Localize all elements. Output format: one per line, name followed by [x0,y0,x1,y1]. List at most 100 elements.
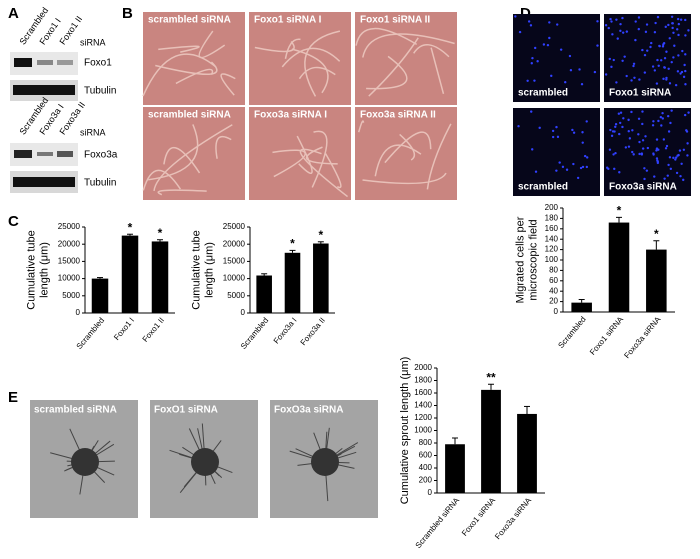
cell-dot [622,117,625,120]
y-tick-label: 0 [76,308,81,317]
cell-dot [548,21,551,24]
cell-dot [614,151,617,155]
cell-dot [654,21,657,25]
cell-dot [671,22,674,25]
cell-dot [675,171,679,175]
cell-dot [533,79,536,82]
cell-dot [641,147,645,150]
cell-dot [641,110,644,113]
cell-dot [665,50,668,53]
bar [517,413,537,493]
cell-dot [619,29,622,33]
cell-dot [581,141,584,144]
image-label: Foxo1 siRNA [609,88,671,99]
blot-row-label: Tubulin [84,178,116,189]
cell-dot [660,59,663,62]
cell-dot [646,146,650,150]
cell-dot [556,23,559,26]
significance-marker: ** [486,370,496,384]
tube-network [357,120,365,133]
bar [284,252,301,313]
sirna-label: siRNA [80,37,106,47]
y-tick-label: 1800 [414,376,432,385]
cell-dot [538,126,541,130]
cell-dot [664,147,668,150]
tube-network [142,53,217,97]
cell-dot [533,46,537,50]
y-tick-label: 100 [545,255,559,264]
bar [481,389,501,493]
cell-dot [625,30,629,33]
tube-network [175,68,214,85]
cell-dot [670,15,674,19]
y-axis-label: microscopic field [527,219,539,300]
cell-dot [679,72,682,75]
cell-dot [572,162,575,166]
cell-dot [652,152,655,155]
cell-dot [609,128,612,132]
tube-network [366,55,408,90]
cell-dot [669,121,672,125]
image-label: scrambled siRNA [148,110,231,121]
cell-dot [650,41,653,45]
cell-dot [638,152,641,156]
cell-dot [607,26,610,30]
y-tick-label: 180 [545,214,559,223]
y-tick-label: 0 [241,308,246,317]
cell-dot [643,167,646,170]
cell-dot [637,117,641,120]
bar [151,241,169,313]
cell-dot [608,148,612,151]
cell-dot [581,165,585,169]
cell-dot [680,162,683,165]
cell-dot [655,138,659,141]
cell-dot [621,125,624,129]
y-tick-label: 25000 [223,222,246,231]
cell-dot [655,149,658,152]
y-axis-label: Cumulative tube [25,230,37,310]
x-tick-label: Foxo3a II [299,316,327,347]
cell-dot [679,18,683,21]
tube-network [298,66,336,80]
tube-network [311,130,328,188]
cell-dot [630,110,633,114]
cell-dot [634,38,637,42]
tube-network [215,135,232,159]
blot-row-label: Tubulin [84,86,116,97]
x-tick-label: Foxo1 siRNA [460,495,498,537]
cell-dot [550,74,553,78]
tube-network [355,27,418,46]
cell-dot [534,170,538,173]
cell-dot [687,29,690,32]
y-tick-label: 5000 [62,291,80,300]
image-label: FoxO1 siRNA [154,405,218,416]
tube-network [362,33,455,58]
bar [571,302,592,312]
cell-dot [558,161,561,164]
panel-letter: B [122,5,133,22]
cell-dot [663,177,666,180]
cell-dot [614,123,618,126]
blot-row-label: Foxo3a [84,150,118,161]
cell-dot [631,150,634,154]
cell-dot [612,153,615,156]
cell-dot [653,31,657,34]
cell-dot [681,49,684,53]
cell-dot [686,154,689,157]
cell-dot [571,128,574,132]
cell-dot [531,56,534,60]
cell-dot [683,63,686,67]
y-tick-label: 25000 [58,222,81,231]
cell-dot [682,148,686,151]
cell-dot [666,114,670,118]
cell-dot [627,130,630,133]
x-tick-label: Foxo1 I [112,316,136,342]
band [13,85,75,95]
cell-dot [617,112,621,115]
image-label: scrambled [518,182,568,193]
image-label: scrambled [518,88,568,99]
blot-row-label: Foxo1 [84,58,112,69]
cell-dot [673,44,676,47]
image-label: Foxo3a siRNA [609,182,677,193]
tube-network [163,146,201,174]
